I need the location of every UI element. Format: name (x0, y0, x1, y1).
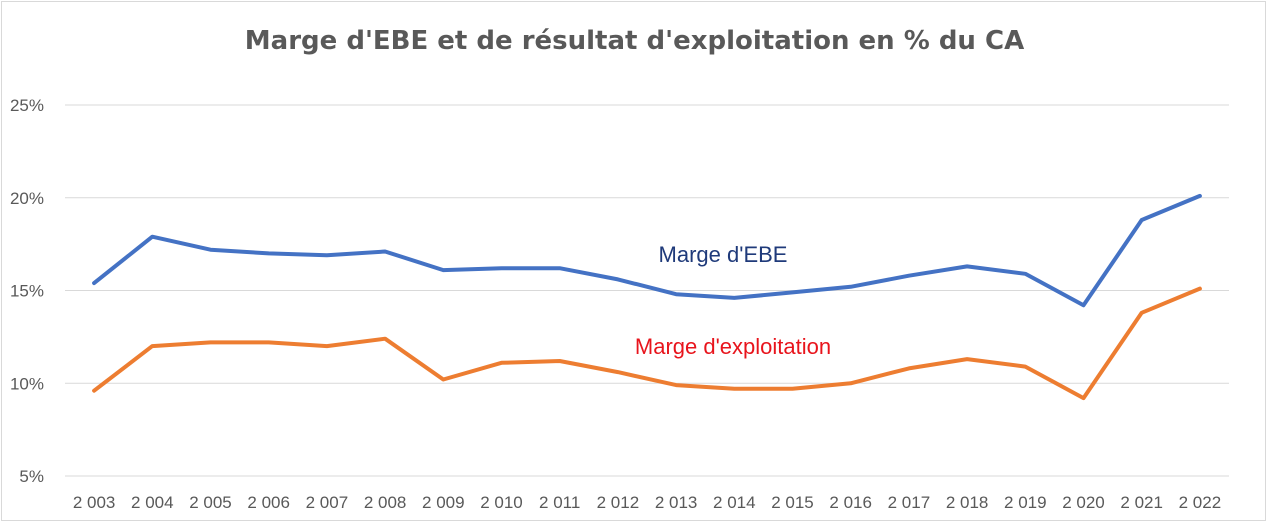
x-tick-label: 2 022 (1179, 493, 1222, 512)
x-tick-label: 2 014 (713, 493, 756, 512)
y-tick-label: 5% (19, 467, 44, 486)
x-tick-label: 2 015 (771, 493, 814, 512)
y-tick-label: 25% (10, 96, 44, 115)
chart-title: Marge d'EBE et de résultat d'exploitatio… (244, 26, 1025, 56)
x-tick-label: 2 012 (597, 493, 640, 512)
x-tick-label: 2 018 (946, 493, 989, 512)
x-tick-label: 2 004 (131, 493, 174, 512)
x-tick-label: 2 017 (888, 493, 931, 512)
x-tick-label: 2 007 (306, 493, 349, 512)
gridlines (65, 104, 1229, 477)
x-tick-label: 2 006 (247, 493, 290, 512)
x-axis-ticks: 2 003 2 004 2 005 2 006 2 007 2 008 2 009 2 010… (73, 493, 1221, 512)
y-tick-label: 15% (10, 282, 44, 301)
x-tick-label: 2 016 (829, 493, 872, 512)
series-label-exploitation: Marge d'exploitation (635, 334, 831, 359)
x-tick-label: 2 019 (1004, 493, 1047, 512)
series-line-1 (92, 286, 1202, 401)
series-lines (92, 193, 1202, 401)
x-tick-label: 2 003 (73, 493, 116, 512)
x-tick-label: 2 008 (364, 493, 407, 512)
x-tick-label: 2 005 (189, 493, 232, 512)
y-axis-ticks: 5% 10% 15% 20% 25% (10, 96, 44, 486)
series-label-ebe: Marge d'EBE (659, 242, 788, 267)
x-tick-label: 2 010 (480, 493, 523, 512)
y-tick-label: 20% (10, 189, 44, 208)
series-line-0 (92, 193, 1202, 308)
x-tick-label: 2 009 (422, 493, 465, 512)
x-tick-label: 2 021 (1120, 493, 1163, 512)
y-tick-label: 10% (10, 374, 44, 393)
x-tick-label: 2 011 (539, 493, 580, 512)
x-tick-label: 2 013 (655, 493, 698, 512)
x-tick-label: 2 020 (1062, 493, 1105, 512)
